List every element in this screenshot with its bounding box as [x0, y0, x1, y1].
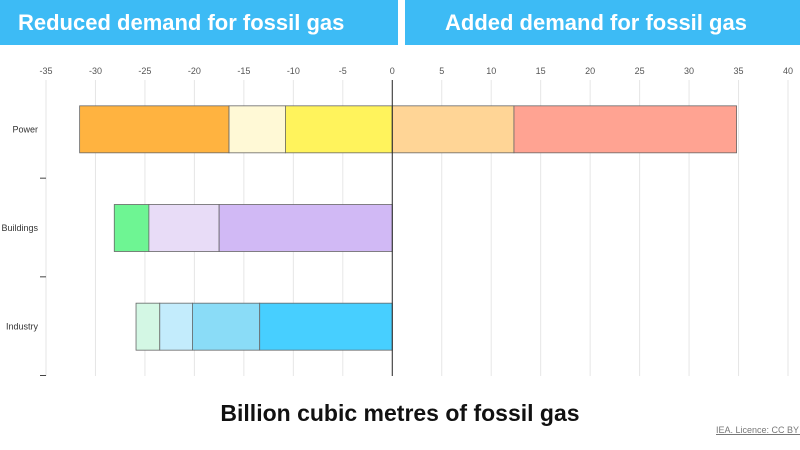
x-tick-label: -30 [89, 66, 102, 76]
reduced-demand-banner: Reduced demand for fossil gas [0, 0, 398, 45]
x-tick-label: 25 [635, 66, 645, 76]
x-tick-label: 10 [486, 66, 496, 76]
x-tick-label: -5 [339, 66, 347, 76]
category-label: Buildings [1, 223, 38, 233]
x-tick-label: -35 [39, 66, 52, 76]
x-tick-label: 40 [783, 66, 793, 76]
bar-segment [159, 302, 193, 351]
x-tick-label: -20 [188, 66, 201, 76]
bar-segment [192, 302, 261, 351]
x-tick-label: 15 [536, 66, 546, 76]
bar-segment [228, 105, 286, 154]
x-tick-label: 20 [585, 66, 595, 76]
bar-segment [513, 105, 737, 154]
x-tick-label: -10 [287, 66, 300, 76]
bar-segment [79, 105, 230, 154]
x-tick-label: -25 [138, 66, 151, 76]
x-tick-label: 0 [390, 66, 395, 76]
x-axis-title: Billion cubic metres of fossil gas [220, 400, 580, 426]
bar-segment [135, 302, 161, 351]
bar-segment [218, 204, 393, 252]
bar-segment [259, 302, 393, 351]
bar-segment [285, 105, 393, 154]
x-tick-label: 30 [684, 66, 694, 76]
bar-segment [391, 105, 515, 154]
category-label: Industry [6, 322, 39, 332]
licence-credit-link[interactable]: IEA. Licence: CC BY 4.0 [716, 425, 800, 435]
x-tick-label: 5 [439, 66, 444, 76]
category-label: Power [12, 124, 38, 134]
bar-segment [113, 204, 150, 252]
x-tick-label: 35 [734, 66, 744, 76]
bar-segment [148, 204, 220, 252]
x-tick-label: -15 [237, 66, 250, 76]
added-demand-banner: Added demand for fossil gas [405, 0, 800, 45]
